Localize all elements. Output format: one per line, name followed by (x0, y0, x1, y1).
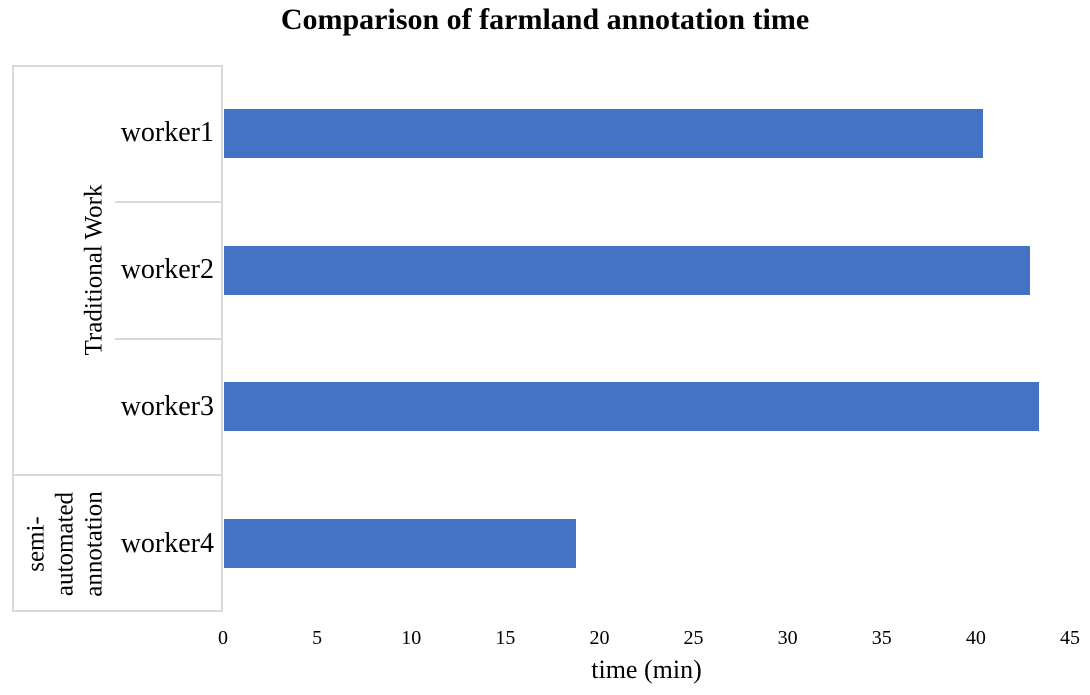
category-divider (115, 200, 223, 203)
chart-title: Comparison of farmland annotation time (280, 3, 810, 36)
bar-worker1 (224, 108, 983, 158)
x-tick-20: 20 (589, 627, 610, 649)
category-label-worker4: worker4 (120, 527, 214, 559)
bar-worker4 (224, 519, 576, 569)
x-tick-15: 15 (495, 627, 516, 649)
x-tick-5: 5 (312, 627, 323, 649)
category-label-worker2: worker2 (120, 254, 214, 286)
category-label-worker3: worker3 (120, 390, 214, 422)
group-divider (12, 474, 223, 477)
x-tick-35: 35 (871, 627, 892, 649)
x-tick-30: 30 (777, 627, 798, 649)
x-tick-25: 25 (683, 627, 704, 649)
x-tick-10: 10 (401, 627, 422, 649)
x-tick-0: 0 (218, 627, 228, 649)
x-tick-40: 40 (965, 627, 986, 649)
x-tick-45: 45 (1060, 627, 1080, 649)
bar-worker3 (224, 382, 1039, 432)
bar-worker2 (224, 245, 1030, 295)
category-label-worker1: worker1 (120, 117, 214, 149)
category-divider (115, 337, 223, 340)
x-axis-title: time (min) (591, 655, 702, 684)
